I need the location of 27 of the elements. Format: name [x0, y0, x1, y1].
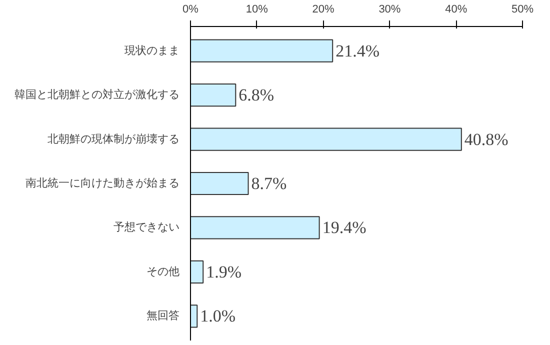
- bar: [190, 172, 249, 196]
- data-label: 40.8%: [464, 130, 508, 149]
- y-tick-label: その他: [146, 266, 180, 278]
- data-label: 8.7%: [251, 174, 287, 193]
- data-label: 1.0%: [200, 306, 236, 326]
- x-tick-label: 20%: [312, 4, 335, 16]
- y-tick-label: 北朝鮮の現体制が崩壊する: [48, 132, 180, 146]
- y-tick-label: 韓国と北朝鮮との対立が激化する: [14, 88, 180, 102]
- data-label: 19.4%: [322, 218, 366, 238]
- x-tick-label: 0%: [182, 4, 199, 16]
- y-tick-label: 南北統一に向けた動きが始まる: [26, 176, 180, 190]
- bar: [190, 39, 334, 62]
- bar: [190, 260, 204, 284]
- data-label: 1.9%: [206, 262, 242, 282]
- bar: [190, 83, 236, 107]
- bar: [190, 128, 462, 151]
- data-label: 21.4%: [336, 41, 380, 60]
- x-tick-label: 10%: [246, 4, 268, 16]
- bar: [190, 216, 320, 240]
- x-tick-label: 40%: [445, 4, 468, 16]
- y-tick-label: 現状のまま: [124, 44, 180, 57]
- y-tick-label: 無回答: [146, 310, 180, 322]
- data-label: 6.8%: [238, 86, 274, 105]
- x-tick-label: 30%: [378, 4, 401, 16]
- x-tick-label: 50%: [511, 4, 534, 16]
- bar: [190, 304, 198, 328]
- y-tick-label: 予想できない: [114, 220, 180, 234]
